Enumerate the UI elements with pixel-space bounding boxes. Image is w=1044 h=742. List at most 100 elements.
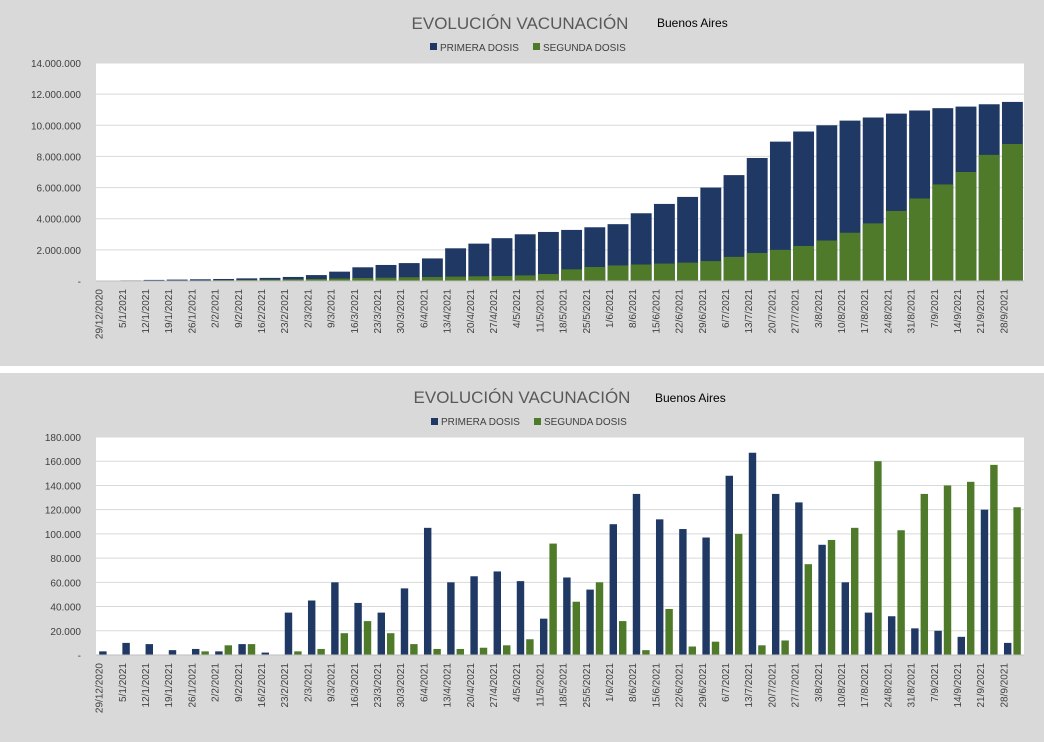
x-tick-label: 16/2/2021 xyxy=(257,663,268,708)
x-tick-label: 8/6/2021 xyxy=(628,663,639,702)
bar-segunda-dosis xyxy=(1001,143,1023,281)
bar-primera-dosis xyxy=(841,582,849,655)
bar-segunda-dosis xyxy=(572,601,581,655)
bar-primera-dosis xyxy=(352,267,374,281)
bar-primera-dosis xyxy=(470,576,478,655)
bar-segunda-dosis xyxy=(653,263,675,281)
x-tick-label: 13/7/2021 xyxy=(744,289,755,334)
x-tick-label: 21/9/2021 xyxy=(976,289,987,334)
y-tick-label: 6.000.000 xyxy=(37,184,82,195)
x-tick-label: 21/9/2021 xyxy=(976,663,987,708)
bar-segunda-dosis xyxy=(433,648,441,655)
x-tick-label: 16/3/2021 xyxy=(350,289,361,334)
x-axis-ticks: 29/12/2020 5/1/2021 12/1/2021 19/1/2021 26/1… xyxy=(95,289,1011,339)
plot-area xyxy=(96,437,1024,655)
x-tick-label: 5/1/2021 xyxy=(118,289,129,328)
bar-segunda-dosis xyxy=(839,232,861,281)
bar-primera-dosis xyxy=(143,279,165,281)
bar-segunda-dosis xyxy=(584,266,606,281)
cumulative-chart: - 2.000.000 4.000.000 6.000.000 8.000.000 10.… xyxy=(31,14,1024,339)
plot-area xyxy=(96,63,1024,281)
y-axis-ticks: - 2.000.000 4.000.000 6.000.000 8.000.000 10.… xyxy=(31,59,81,288)
bar-primera-dosis xyxy=(864,612,873,655)
bar-primera-dosis xyxy=(354,602,362,655)
bar-segunda-dosis xyxy=(259,279,281,281)
bar-primera-dosis xyxy=(632,493,641,655)
x-tick-label: 17/8/2021 xyxy=(860,289,871,334)
legend-label-second: SEGUNDA DOSIS xyxy=(543,43,626,54)
bar-segunda-dosis xyxy=(340,633,349,655)
bar-segunda-dosis xyxy=(619,621,627,655)
bar-primera-dosis xyxy=(377,612,385,655)
x-tick-label: 3/8/2021 xyxy=(814,289,825,328)
x-tick-label: 27/4/2021 xyxy=(489,289,500,334)
bar-primera-dosis xyxy=(400,588,409,655)
x-tick-label: 7/9/2021 xyxy=(930,289,941,328)
bar-segunda-dosis xyxy=(816,240,838,281)
bar-primera-dosis xyxy=(145,644,153,655)
bar-primera-dosis xyxy=(238,644,246,655)
bar-primera-dosis xyxy=(284,612,293,655)
y-tick-label: 2.000.000 xyxy=(37,246,82,257)
bar-primera-dosis xyxy=(191,648,200,655)
x-tick-label: 5/1/2021 xyxy=(118,663,129,702)
chart-title: EVOLUCIÓN VACUNACIÓN xyxy=(414,388,631,407)
bar-segunda-dosis xyxy=(665,608,673,655)
y-tick-label: 160.000 xyxy=(45,457,82,468)
bar-segunda-dosis xyxy=(352,278,374,281)
legend-marker-second xyxy=(533,43,540,50)
bar-primera-dosis xyxy=(189,279,211,281)
x-tick-label: 9/3/2021 xyxy=(327,289,338,328)
bar-primera-dosis xyxy=(723,175,745,281)
bar-primera-dosis xyxy=(630,213,652,281)
y-tick-label: 100.000 xyxy=(45,530,82,541)
x-tick-label: 10/8/2021 xyxy=(837,289,848,334)
bar-segunda-dosis xyxy=(851,527,859,655)
bar-segunda-dosis xyxy=(978,154,1000,281)
bar-segunda-dosis xyxy=(445,276,467,281)
bar-primera-dosis xyxy=(1003,642,1012,655)
y-tick-label: 10.000.000 xyxy=(31,121,81,132)
x-tick-label: 31/8/2021 xyxy=(907,289,918,334)
chart-title: EVOLUCIÓN VACUNACIÓN xyxy=(412,14,629,33)
x-tick-label: 14/9/2021 xyxy=(953,663,964,708)
y-tick-label: - xyxy=(78,651,81,662)
bar-primera-dosis xyxy=(236,278,258,281)
bar-primera-dosis xyxy=(653,203,675,281)
y-tick-label: 80.000 xyxy=(50,554,81,565)
bar-primera-dosis xyxy=(168,650,177,655)
bar-primera-dosis xyxy=(561,229,583,281)
y-tick-label: 14.000.000 xyxy=(31,59,81,70)
x-tick-label: 4/5/2021 xyxy=(512,289,523,328)
bar-segunda-dosis xyxy=(398,277,420,281)
bar-segunda-dosis xyxy=(595,582,604,655)
x-tick-label: 2/2/2021 xyxy=(211,663,222,702)
bar-primera-dosis xyxy=(795,502,803,655)
bar-primera-dosis xyxy=(493,571,501,655)
y-tick-label: 8.000.000 xyxy=(37,152,82,163)
x-tick-label: 25/5/2021 xyxy=(582,663,593,708)
bar-segunda-dosis xyxy=(688,646,697,655)
x-tick-label: 20/4/2021 xyxy=(466,663,477,708)
bar-primera-dosis xyxy=(771,493,780,655)
y-tick-label: 140.000 xyxy=(45,481,82,492)
bar-primera-dosis xyxy=(725,475,733,655)
y-tick-label: 120.000 xyxy=(45,506,82,517)
bar-primera-dosis xyxy=(887,616,896,655)
bar-segunda-dosis xyxy=(549,543,557,655)
x-tick-label: 13/4/2021 xyxy=(443,289,454,334)
x-tick-label: 29/12/2020 xyxy=(95,289,106,339)
bar-primera-dosis xyxy=(514,234,536,281)
bar-segunda-dosis xyxy=(410,644,418,655)
legend: PRIMERA DOSIS SEGUNDA DOSIS xyxy=(430,43,626,54)
bar-segunda-dosis xyxy=(1013,507,1021,655)
bar-primera-dosis xyxy=(748,452,757,655)
x-tick-label: 17/8/2021 xyxy=(860,663,871,708)
bar-primera-dosis xyxy=(213,278,235,281)
bar-segunda-dosis xyxy=(363,621,372,655)
bar-primera-dosis xyxy=(423,527,432,655)
x-tick-label: 9/2/2021 xyxy=(234,663,245,702)
bar-segunda-dosis xyxy=(387,633,395,655)
x-tick-label: 28/9/2021 xyxy=(999,663,1010,708)
bar-primera-dosis xyxy=(491,238,513,281)
